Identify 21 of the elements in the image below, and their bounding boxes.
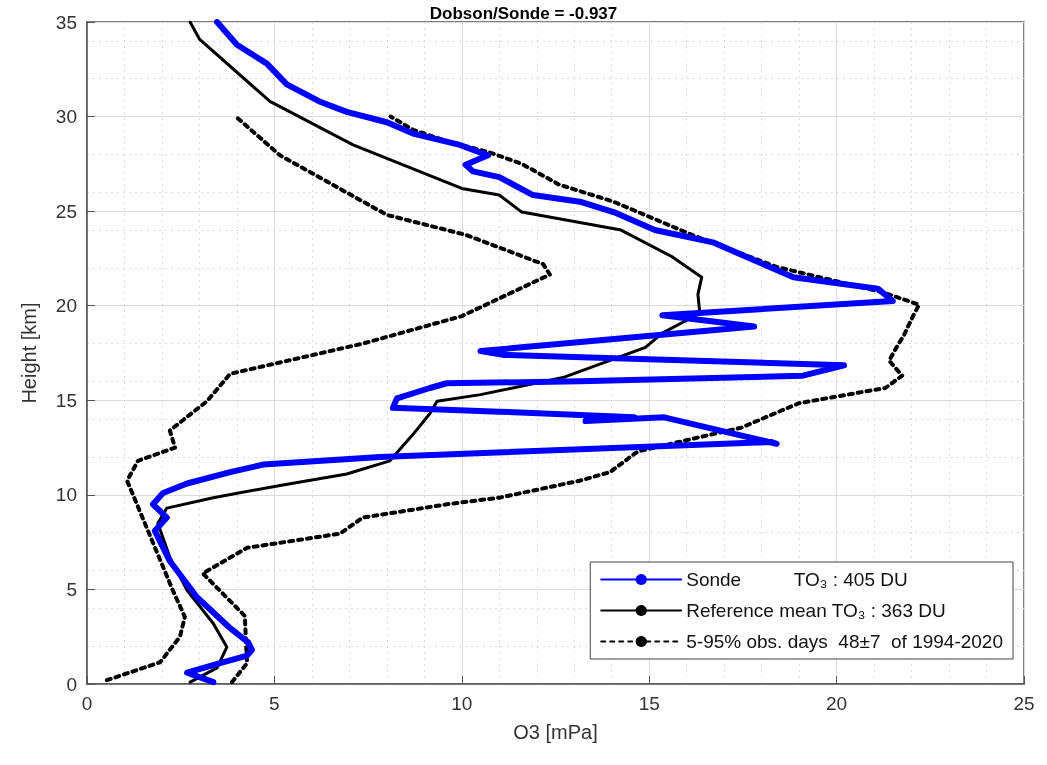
x-tick-label: 15 — [638, 693, 660, 714]
y-tick-label: 10 — [55, 484, 77, 506]
x-tick-label: 20 — [826, 693, 848, 714]
y-tick-label: 35 — [55, 11, 77, 33]
y-tick-label: 30 — [55, 106, 77, 128]
y-tick-label: 20 — [55, 295, 77, 317]
legend-label: Reference mean TO₃ : 363 DU — [686, 600, 946, 621]
chart-title: Dobson/Sonde = -0.937 — [429, 4, 618, 23]
y-tick-label: 5 — [66, 578, 77, 600]
line-series — [104, 115, 552, 683]
y-tick-label: 0 — [66, 673, 77, 695]
y-axis-title: Height [km] — [18, 302, 40, 404]
x-tick-label: 25 — [1013, 693, 1035, 714]
y-tick-label: 25 — [55, 200, 77, 222]
x-tick-label: 5 — [269, 693, 280, 714]
x-axis-title: O3 [mPa] — [513, 721, 598, 743]
x-tick-label: 10 — [451, 693, 473, 714]
legend-label: 5-95% obs. days 48±7 of 1994-2020 — [686, 631, 1004, 652]
y-tick-label: 15 — [55, 389, 77, 411]
x-tick-label: 0 — [81, 693, 93, 714]
legend-label: Sonde TO₃ : 405 DU — [686, 569, 908, 590]
